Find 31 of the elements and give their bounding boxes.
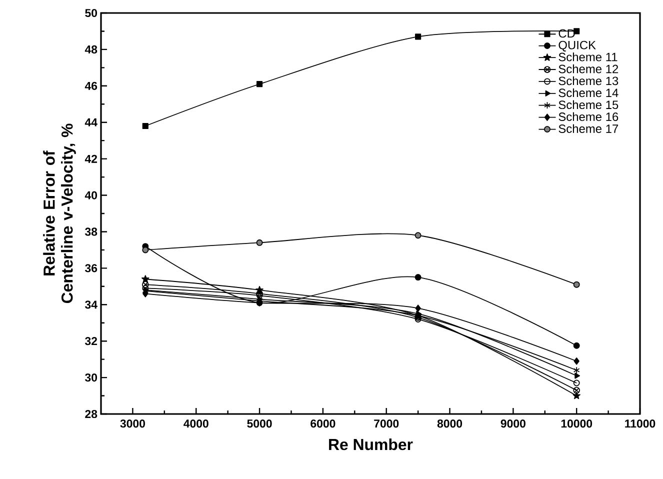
y-tick-label: 36 xyxy=(85,264,98,272)
y-axis-title: Relative Error of Centerline v-Velocity, % xyxy=(43,124,76,304)
legend-label: Scheme 16 xyxy=(558,112,618,122)
y-tick-label: 34 xyxy=(85,300,98,309)
legend-label: Scheme 15 xyxy=(558,100,618,110)
x-tick-label: 10000 xyxy=(561,420,592,428)
x-tick-label: 3000 xyxy=(120,420,145,428)
x-axis-title: Re Number xyxy=(329,438,413,450)
x-tick-label: 4000 xyxy=(184,420,208,428)
legend-label: Scheme 11 xyxy=(558,52,618,62)
y-tick-label: 32 xyxy=(85,337,98,346)
x-tick-label: 9000 xyxy=(500,420,526,428)
legend-label: Scheme 12 xyxy=(558,64,618,74)
y-tick-label: 30 xyxy=(85,373,98,382)
legend-label: Scheme 17 xyxy=(558,124,618,133)
legend-label: QUICK xyxy=(558,40,596,52)
legend-label: Scheme 14 xyxy=(558,88,618,98)
x-tick-label: 8000 xyxy=(437,420,462,428)
y-tick-label: 28 xyxy=(85,410,98,418)
x-tick-label: 5000 xyxy=(247,420,272,428)
y-tick-label: 48 xyxy=(84,45,98,54)
y-tick-label: 50 xyxy=(85,8,98,18)
x-tick-label: 7000 xyxy=(374,420,399,428)
y-tick-label: 46 xyxy=(84,82,98,90)
y-tick-label: 40 xyxy=(84,191,98,200)
x-tick-label: 11000 xyxy=(625,420,656,428)
y-tick-label: 44 xyxy=(84,118,98,126)
y-tick-label: 38 xyxy=(85,228,98,236)
x-tick-label: 6000 xyxy=(310,420,336,428)
y-tick-label: 42 xyxy=(84,154,98,163)
legend-label: Scheme 13 xyxy=(558,76,618,86)
